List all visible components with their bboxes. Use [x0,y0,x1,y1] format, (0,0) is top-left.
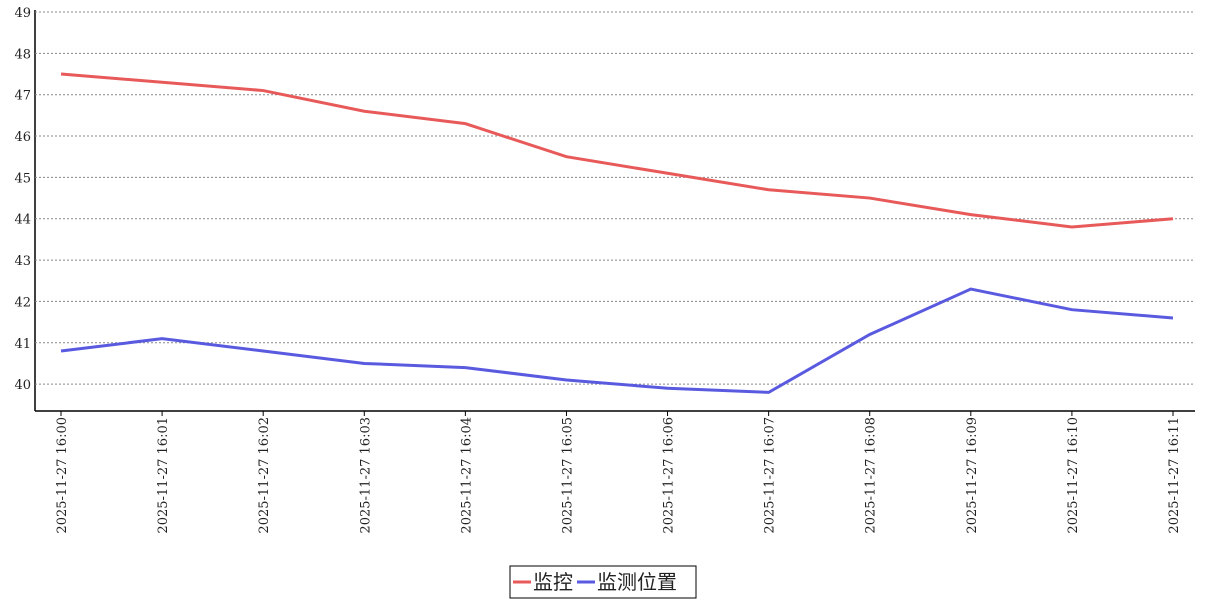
x-tick-label: 2025-11-27 16:10 [1066,417,1081,534]
x-tick-label: 2025-11-27 16:02 [257,417,272,534]
series-line [60,72,1174,229]
y-tick-label: 42 [14,295,31,310]
series-line [60,287,1174,394]
x-tick-label: 2025-11-27 16:05 [560,417,575,534]
x-tick-label: 2025-11-27 16:11 [1167,417,1182,534]
x-tick-label: 2025-11-27 16:03 [358,417,373,534]
x-tick-label: 2025-11-27 16:07 [763,417,778,534]
legend-label: 监控 [533,570,573,594]
x-tick-label: 2025-11-27 16:09 [965,417,980,534]
x-tick-label: 2025-11-27 16:08 [864,417,879,534]
x-tick-label: 2025-11-27 16:06 [662,417,677,534]
legend-box [509,565,697,599]
y-tick-label: 46 [14,130,31,145]
y-tick-label: 41 [14,337,31,352]
x-tick-label: 2025-11-27 16:01 [156,417,171,534]
x-tick-label: 2025-11-27 16:00 [55,417,70,534]
y-tick-label: 47 [14,89,31,104]
legend-label: 监测位置 [597,570,677,594]
y-tick-label: 40 [14,378,31,393]
x-tick-label: 2025-11-27 16:04 [459,417,474,534]
y-tick-label: 45 [14,171,31,186]
y-tick-label: 43 [14,254,31,269]
y-tick-label: 48 [14,47,31,62]
y-tick-label: 44 [14,213,31,228]
y-tick-label: 49 [14,6,31,21]
